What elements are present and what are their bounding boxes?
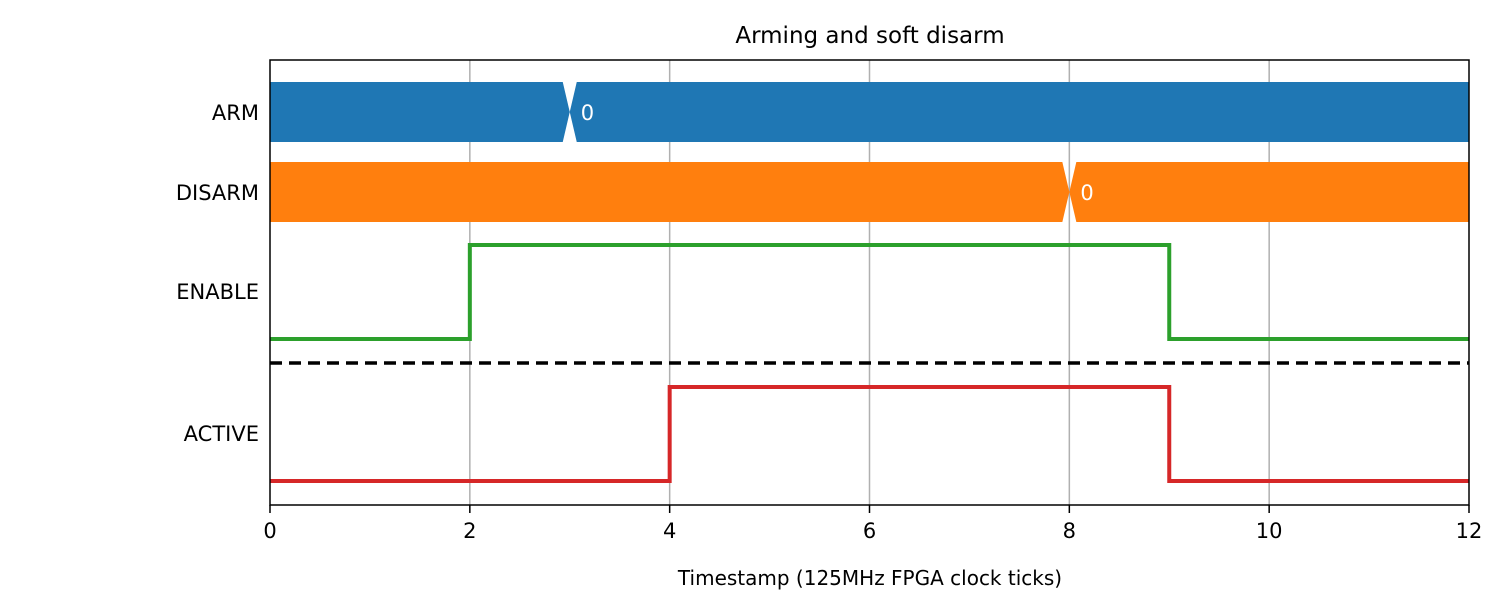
x-tick-label-2: 2 bbox=[463, 519, 476, 543]
x-axis-label: Timestamp (125MHz FPGA clock ticks) bbox=[677, 566, 1062, 590]
x-tick-label-10: 10 bbox=[1256, 519, 1283, 543]
x-tick-label-0: 0 bbox=[263, 519, 276, 543]
enable-row-label: ENABLE bbox=[176, 280, 259, 304]
arm-row-label: ARM bbox=[212, 101, 259, 125]
x-tick-label-8: 8 bbox=[1063, 519, 1076, 543]
arm-bus-segment-1 bbox=[569, 82, 1469, 142]
disarm-bus-segment-1 bbox=[1069, 162, 1469, 222]
trace-layer: 00 bbox=[270, 82, 1469, 483]
x-tick-label-6: 6 bbox=[863, 519, 876, 543]
x-tick-label-12: 12 bbox=[1456, 519, 1483, 543]
chart-title: Arming and soft disarm bbox=[735, 23, 1004, 49]
active-row-label: ACTIVE bbox=[184, 422, 259, 446]
arm-value-label-0: 0 bbox=[581, 101, 594, 125]
disarm-bus-segment-0 bbox=[270, 162, 1070, 222]
disarm-row-label: DISARM bbox=[176, 181, 259, 205]
disarm-value-label-0: 0 bbox=[1080, 181, 1093, 205]
active-trace bbox=[270, 385, 1469, 483]
label-layer: ARM DISARM ENABLE ACTIVE bbox=[176, 101, 259, 446]
x-tick-label-4: 4 bbox=[663, 519, 676, 543]
x-axis: 0 2 4 6 8 10 12 bbox=[263, 505, 1482, 543]
enable-trace bbox=[270, 243, 1469, 341]
arm-bus-segment-0 bbox=[270, 82, 570, 142]
